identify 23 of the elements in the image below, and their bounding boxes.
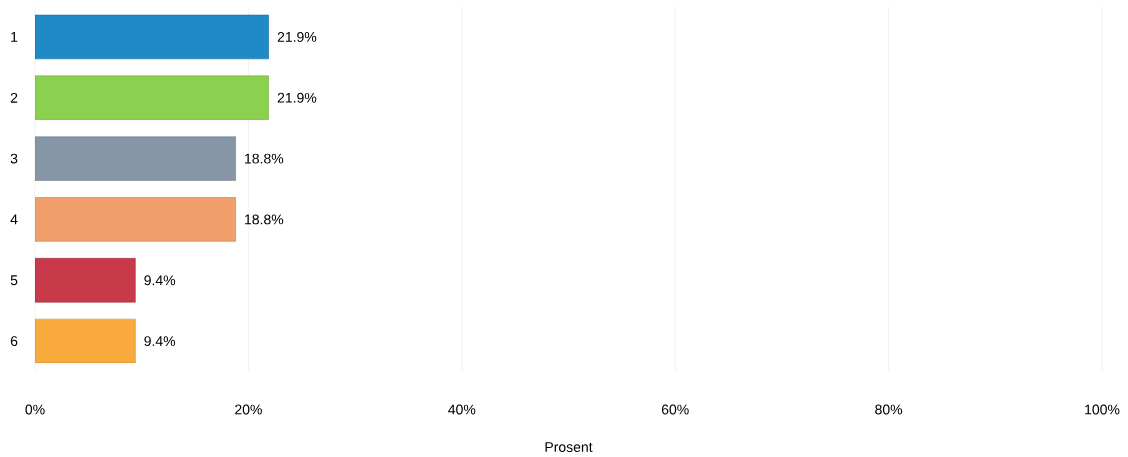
y-tick-label: 3 [10,153,18,164]
y-tick-label: 5 [10,275,18,286]
data-label: 9.4% [144,275,176,286]
bar [35,258,136,303]
x-tick-label: 40% [448,404,476,415]
x-axis-title: Prosent [545,442,593,453]
bar [35,75,269,121]
bar [35,14,269,60]
y-tick-label: 2 [10,93,18,103]
x-tick-label: 100% [1085,404,1120,415]
bar [35,197,236,242]
data-label: 18.8% [245,153,284,164]
data-label: 18.8% [245,214,284,225]
data-label: 21.9% [277,93,317,103]
y-tick-label: 1 [11,32,18,42]
data-label: 21.9% [277,32,317,43]
y-tick-label: 4 [10,214,18,225]
x-tick-label: 80% [875,404,903,415]
x-tick-label: 60% [661,404,689,415]
data-label: 9.4% [144,336,176,347]
x-tick-label: 20% [235,404,262,415]
x-tick-label: 0% [25,404,45,415]
y-tick-label: 6 [10,336,18,347]
